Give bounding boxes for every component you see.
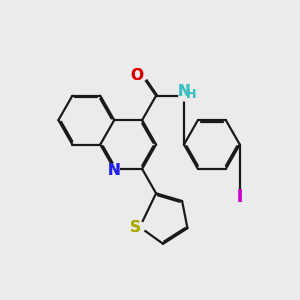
- Text: S: S: [130, 220, 141, 235]
- Circle shape: [235, 190, 244, 199]
- Text: N: N: [178, 84, 190, 99]
- Text: N: N: [107, 163, 120, 178]
- Text: N: N: [107, 163, 120, 178]
- Circle shape: [179, 91, 189, 101]
- Text: H: H: [186, 88, 197, 101]
- Text: S: S: [130, 220, 141, 235]
- Circle shape: [135, 222, 145, 232]
- Text: O: O: [130, 68, 143, 83]
- Text: I: I: [237, 188, 243, 206]
- Text: N: N: [178, 84, 190, 99]
- Text: H: H: [186, 88, 197, 101]
- Text: I: I: [237, 188, 243, 206]
- Text: O: O: [130, 68, 143, 83]
- Circle shape: [137, 70, 147, 81]
- Circle shape: [109, 164, 119, 174]
